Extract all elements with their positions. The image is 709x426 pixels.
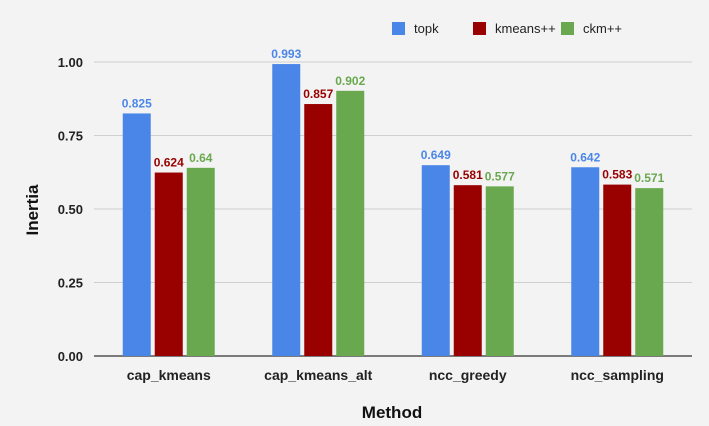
y-tick-label: 0.25 <box>58 276 83 291</box>
bar-ncc_greedy-ckm++ <box>485 186 514 356</box>
bar-cap_kmeans_alt-topk <box>272 64 301 357</box>
data-label: 0.857 <box>303 87 333 101</box>
data-label: 0.649 <box>421 148 451 162</box>
legend-swatch-kmeans++ <box>473 22 486 35</box>
legend-swatch-ckm++ <box>561 22 574 35</box>
legend: topk kmeans++ ckm++ <box>392 21 622 36</box>
bar-ncc_greedy-kmeans++ <box>453 185 482 356</box>
x-tick-label: ncc_greedy <box>429 367 507 383</box>
x-tick-label: cap_kmeans <box>127 367 211 383</box>
y-tick-label: 1.00 <box>58 55 83 70</box>
bars <box>122 64 664 357</box>
bar-ncc_sampling-kmeans++ <box>603 184 632 356</box>
data-label: 0.577 <box>485 169 515 183</box>
legend-swatch-topk <box>392 22 405 35</box>
gridlines <box>94 61 692 357</box>
y-tick-label: 0.50 <box>58 202 83 217</box>
data-label: 0.571 <box>634 171 664 185</box>
y-tick-label: 0.00 <box>58 349 83 364</box>
data-label: 0.581 <box>453 168 483 182</box>
legend-label: kmeans++ <box>495 21 556 36</box>
x-axis-title: Method <box>362 403 422 422</box>
y-tick-label: 0.75 <box>58 129 83 144</box>
data-label: 0.624 <box>154 156 184 170</box>
data-label: 0.902 <box>335 74 365 88</box>
x-tick-label: ncc_sampling <box>571 367 664 383</box>
data-label: 0.825 <box>122 96 152 110</box>
bar-cap_kmeans-topk <box>122 113 151 356</box>
data-label: 0.64 <box>189 151 213 165</box>
bar-cap_kmeans-kmeans++ <box>154 172 183 356</box>
bar-ncc_sampling-topk <box>571 167 600 356</box>
legend-label: topk <box>414 21 439 36</box>
y-tick-labels: 0.00 0.25 0.50 0.75 1.00 <box>58 55 83 364</box>
bar-cap_kmeans_alt-ckm++ <box>336 90 365 356</box>
data-label: 0.993 <box>271 47 301 61</box>
bar-cap_kmeans-ckm++ <box>186 167 215 356</box>
x-tick-labels: cap_kmeans cap_kmeans_alt ncc_greedy ncc_sa… <box>127 367 664 383</box>
y-axis-title: Inertia <box>23 184 42 236</box>
data-label: 0.583 <box>602 168 632 182</box>
bar-ncc_sampling-ckm++ <box>635 188 664 356</box>
bar-ncc_greedy-topk <box>421 165 450 356</box>
bar-cap_kmeans_alt-kmeans++ <box>304 104 333 357</box>
data-label: 0.642 <box>570 150 600 164</box>
legend-label: ckm++ <box>583 21 622 36</box>
x-tick-label: cap_kmeans_alt <box>264 367 373 383</box>
